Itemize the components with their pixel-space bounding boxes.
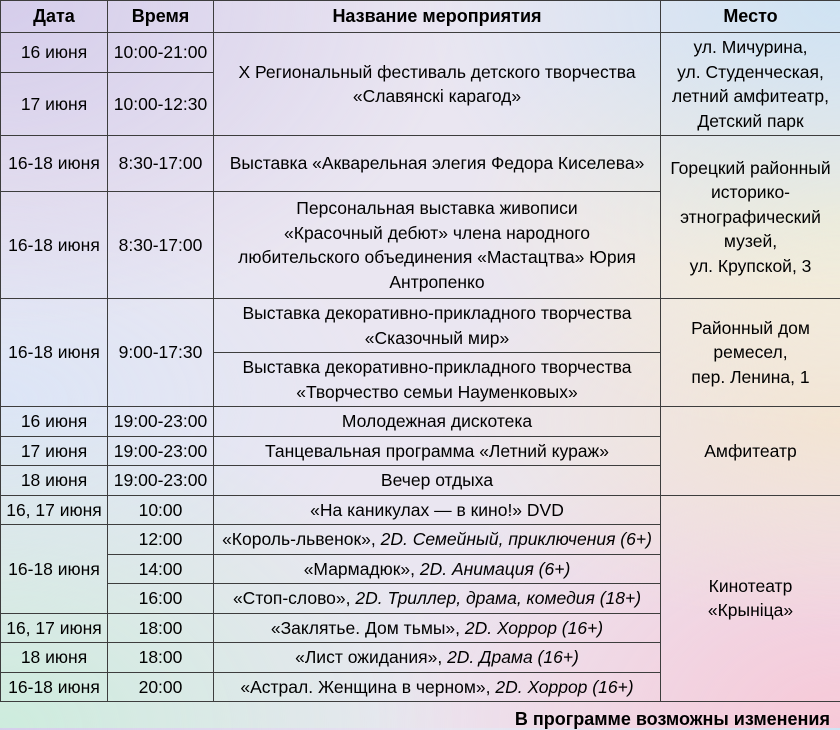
time-cell: 10:00-21:00 bbox=[108, 33, 214, 73]
place-cell: Районный дом ремесел, пер. Ленина, 1 bbox=[661, 299, 840, 407]
time-cell: 8:30-17:00 bbox=[108, 192, 214, 299]
table-row: 16-18 июня 8:30-17:00 Выставка «Акварель… bbox=[1, 136, 840, 192]
event-cell: «Мармадюк», 2D. Анимация (6+) bbox=[214, 554, 661, 584]
event-title: «Мармадюк», bbox=[304, 559, 420, 579]
event-genre: 2D. Драма (16+) bbox=[447, 647, 579, 667]
col-header-time: Время bbox=[108, 1, 214, 33]
time-cell: 9:00-17:30 bbox=[108, 299, 214, 407]
event-cell: «Стоп-слово», 2D. Триллер, драма, комеди… bbox=[214, 584, 661, 614]
date-cell: 16-18 июня bbox=[1, 525, 108, 614]
table-row: 16 июня 19:00-23:00 Молодежная дискотека… bbox=[1, 407, 840, 437]
event-cell: Вечер отдыха bbox=[214, 466, 661, 496]
time-cell: 20:00 bbox=[108, 672, 214, 702]
date-cell: 16-18 июня bbox=[1, 136, 108, 192]
place-cell: Амфитеатр bbox=[661, 407, 840, 496]
event-title: «Лист ожидания», bbox=[295, 647, 447, 667]
date-cell: 16, 17 июня bbox=[1, 495, 108, 525]
events-schedule-table: Дата Время Название мероприятия Место 16… bbox=[0, 0, 840, 702]
col-header-place: Место bbox=[661, 1, 840, 33]
event-cell: «Заклятье. Дом тьмы», 2D. Хоррор (16+) bbox=[214, 613, 661, 643]
date-cell: 16-18 июня bbox=[1, 672, 108, 702]
event-title: «Король-львенок», bbox=[222, 529, 381, 549]
table-row: 16 июня 10:00-21:00 Х Региональный фести… bbox=[1, 33, 840, 73]
place-cell: Горецкий районный историко- этнографичес… bbox=[661, 136, 840, 299]
date-cell: 17 июня bbox=[1, 73, 108, 136]
time-cell: 19:00-23:00 bbox=[108, 436, 214, 466]
event-cell: Молодежная дискотека bbox=[214, 407, 661, 437]
time-cell: 12:00 bbox=[108, 525, 214, 555]
time-cell: 8:30-17:00 bbox=[108, 136, 214, 192]
event-genre: 2D. Анимация (6+) bbox=[420, 559, 570, 579]
event-cell: Персональная выставка живописи «Красочны… bbox=[214, 192, 661, 299]
event-cell: Выставка декоративно-прикладного творчес… bbox=[214, 353, 661, 407]
event-title: «Стоп-слово», bbox=[233, 588, 355, 608]
date-cell: 16, 17 июня bbox=[1, 613, 108, 643]
event-genre: 2D. Хоррор (16+) bbox=[465, 618, 603, 638]
event-cell: «Астрал. Женщина в черном», 2D. Хоррор (… bbox=[214, 672, 661, 702]
date-cell: 17 июня bbox=[1, 436, 108, 466]
event-cell: «Король-львенок», 2D. Семейный, приключе… bbox=[214, 525, 661, 555]
place-cell: Кинотеатр «Крыніца» bbox=[661, 495, 840, 702]
time-cell: 18:00 bbox=[108, 613, 214, 643]
date-cell: 16 июня bbox=[1, 407, 108, 437]
event-title: «Заклятье. Дом тьмы», bbox=[271, 618, 465, 638]
time-cell: 16:00 bbox=[108, 584, 214, 614]
col-header-event: Название мероприятия bbox=[214, 1, 661, 33]
table-row: 16, 17 июня 10:00 «На каникулах — в кино… bbox=[1, 495, 840, 525]
event-cell: «Лист ожидания», 2D. Драма (16+) bbox=[214, 643, 661, 673]
table-row: 16-18 июня 9:00-17:30 Выставка декоратив… bbox=[1, 299, 840, 353]
event-genre: 2D. Триллер, драма, комедия (18+) bbox=[355, 588, 641, 608]
event-genre: 2D. Семейный, приключения (6+) bbox=[381, 529, 652, 549]
date-cell: 18 июня bbox=[1, 643, 108, 673]
time-cell: 14:00 bbox=[108, 554, 214, 584]
time-cell: 19:00-23:00 bbox=[108, 466, 214, 496]
time-cell: 10:00 bbox=[108, 495, 214, 525]
table-header-row: Дата Время Название мероприятия Место bbox=[1, 1, 840, 33]
time-cell: 18:00 bbox=[108, 643, 214, 673]
event-cell: «На каникулах — в кино!» DVD bbox=[214, 495, 661, 525]
event-title: «Астрал. Женщина в черном», bbox=[240, 677, 495, 697]
event-cell: Выставка «Акварельная элегия Федора Кисе… bbox=[214, 136, 661, 192]
date-cell: 16-18 июня bbox=[1, 299, 108, 407]
event-cell: Танцевальная программа «Летний кураж» bbox=[214, 436, 661, 466]
date-cell: 16-18 июня bbox=[1, 192, 108, 299]
col-header-date: Дата bbox=[1, 1, 108, 33]
place-cell: ул. Мичурина, ул. Студенческая, летний а… bbox=[661, 33, 840, 136]
date-cell: 16 июня bbox=[1, 33, 108, 73]
event-cell: Х Региональный фестиваль детского творче… bbox=[214, 33, 661, 136]
date-cell: 18 июня bbox=[1, 466, 108, 496]
event-genre: 2D. Хоррор (16+) bbox=[495, 677, 633, 697]
time-cell: 19:00-23:00 bbox=[108, 407, 214, 437]
program-change-note: В программе возможны изменения bbox=[0, 702, 840, 730]
time-cell: 10:00-12:30 bbox=[108, 73, 214, 136]
event-cell: Выставка декоративно-прикладного творчес… bbox=[214, 299, 661, 353]
